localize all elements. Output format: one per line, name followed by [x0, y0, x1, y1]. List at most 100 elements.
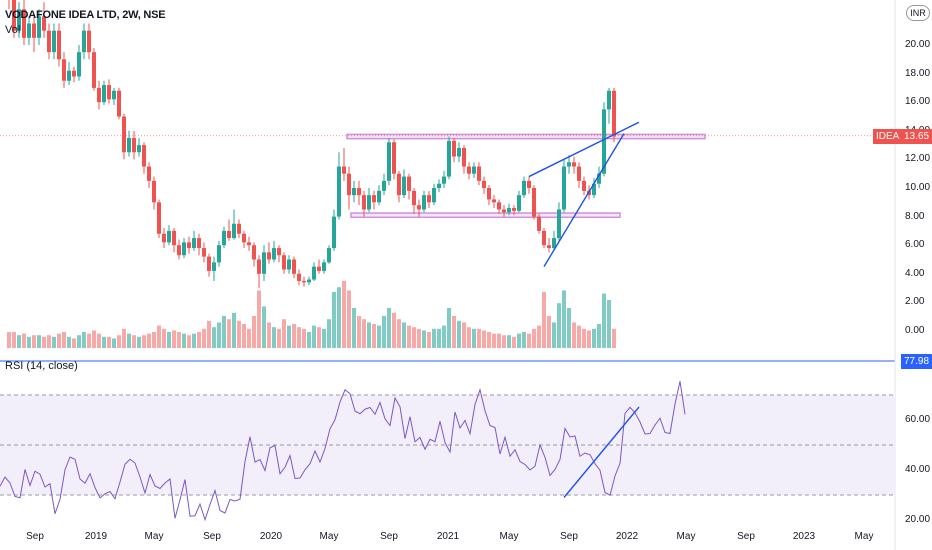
volume-bar — [597, 324, 601, 348]
volume-bar — [62, 332, 66, 348]
volume-bar — [92, 330, 96, 348]
volume-bar — [182, 333, 186, 348]
candle-body — [12, 0, 16, 31]
volume-bar — [132, 335, 136, 348]
candle-body — [532, 188, 536, 217]
candle-body — [272, 248, 276, 260]
volume-bar — [242, 324, 246, 348]
volume-bar — [162, 328, 166, 348]
rsi-tick-label: 40.00 — [905, 464, 931, 475]
candle-body — [197, 238, 201, 249]
price-tick-label: 6.00 — [905, 239, 925, 251]
time-tick-label: May — [144, 531, 164, 542]
candle-body — [547, 245, 551, 249]
candle-body — [177, 245, 181, 256]
volume-bar — [377, 325, 381, 348]
currency-badge[interactable]: INR — [906, 5, 930, 21]
volume-bar — [397, 319, 401, 348]
price-tick-label: 2.00 — [905, 296, 925, 308]
candle-body — [472, 166, 476, 174]
volume-bar — [257, 290, 261, 348]
candle-body — [282, 255, 286, 270]
time-tick-label: Sep — [26, 531, 44, 542]
candle-body — [412, 190, 416, 206]
time-tick-label: 2022 — [615, 531, 639, 542]
time-tick-label: May — [319, 531, 339, 542]
candle-body — [102, 85, 106, 103]
candle-body — [37, 16, 41, 38]
volume-bar — [577, 325, 581, 348]
candle-body — [462, 147, 466, 167]
candle-body — [422, 195, 426, 210]
volume-bar — [282, 319, 286, 348]
candle-body — [202, 248, 206, 257]
time-tick-label: 2019 — [84, 531, 108, 542]
candle-body — [287, 259, 291, 270]
candle-body — [192, 238, 196, 249]
candle-body — [437, 183, 441, 188]
volume-bar — [227, 319, 231, 348]
volume-bar — [262, 306, 266, 348]
candle-body — [207, 256, 211, 271]
candle-body — [142, 145, 146, 167]
symbol-badge: IDEA — [873, 129, 903, 144]
volume-bar — [547, 316, 551, 348]
candle-body — [147, 166, 151, 181]
candle-body — [52, 30, 56, 53]
volume-bar — [307, 332, 311, 348]
price-tick-label: 12.00 — [905, 153, 931, 165]
volume-bar — [187, 335, 191, 348]
candle-body — [482, 180, 486, 188]
volume-bar — [107, 336, 111, 348]
volume-bar — [417, 328, 421, 348]
candle-body — [132, 137, 136, 153]
candle-body — [382, 180, 386, 191]
candle-body — [87, 30, 91, 53]
rsi-label: RSI (14, close) — [5, 360, 78, 372]
candle-body — [397, 173, 401, 196]
candle-body — [357, 188, 361, 196]
volume-bar — [392, 312, 396, 348]
candle-body — [227, 230, 231, 239]
volume-bar — [22, 333, 26, 348]
volume-bar — [152, 332, 156, 348]
candle-body — [552, 238, 556, 249]
volume-bar — [602, 293, 606, 348]
volume-label: Vol — [5, 24, 21, 36]
volume-bar — [357, 316, 361, 348]
candle-body — [122, 116, 126, 153]
candle-body — [387, 142, 391, 181]
candle-body — [477, 166, 481, 181]
candle-body — [562, 166, 566, 210]
volume-bar — [457, 320, 461, 348]
candle-body — [247, 242, 251, 246]
volume-bar — [557, 303, 561, 348]
candle-body — [407, 176, 411, 191]
volume-bar — [387, 308, 391, 348]
candle-body — [17, 9, 21, 31]
volume-bar — [332, 292, 336, 348]
candle-body — [367, 195, 371, 210]
candle-body — [492, 199, 496, 203]
volume-bar — [437, 328, 441, 348]
price-tick-label: 20.00 — [905, 39, 931, 50]
candle-body — [107, 85, 111, 100]
horizontal-zone — [346, 133, 706, 140]
candle-body — [602, 109, 606, 174]
candle-body — [257, 259, 261, 274]
time-tick-label: Sep — [203, 531, 221, 542]
volume-bar — [232, 312, 236, 348]
volume-bar — [312, 325, 316, 348]
volume-bar — [527, 333, 531, 348]
candle-body — [267, 252, 271, 260]
price-tick-label: 0.00 — [905, 325, 925, 336]
candle-body — [317, 266, 321, 271]
candle-body — [57, 30, 61, 60]
volume-bar — [67, 336, 71, 348]
volume-bar — [462, 322, 466, 348]
candle-body — [342, 166, 346, 174]
volume-bar — [77, 335, 81, 348]
volume-bar — [542, 292, 546, 348]
